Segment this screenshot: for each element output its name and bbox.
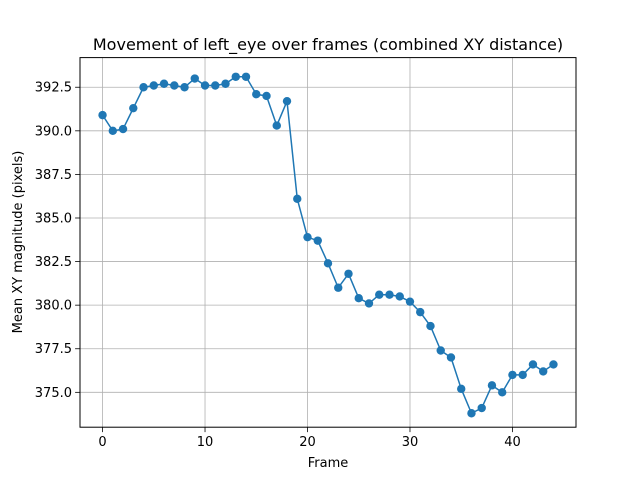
series-layer (98, 72, 558, 418)
data-point (293, 194, 302, 204)
data-point (139, 83, 148, 92)
x-tick-label: 10 (197, 435, 214, 450)
data-point (129, 103, 138, 113)
data-point (395, 292, 404, 301)
data-point (549, 360, 558, 369)
data-point (149, 81, 158, 90)
y-tick-label: 377.5 (35, 342, 72, 357)
data-point (190, 74, 199, 83)
data-point (518, 370, 527, 380)
axis-ticks: 0 10 20 30 40 375.0 377.5 380.0 382.5 385.0 387.5 3… (35, 81, 521, 450)
data-point (241, 72, 251, 81)
y-tick-label: 375.0 (35, 386, 72, 401)
data-point (426, 321, 435, 331)
data-point (436, 346, 445, 355)
data-point (508, 370, 517, 380)
data-point (221, 79, 230, 88)
data-point (354, 293, 363, 303)
data-point (98, 110, 107, 120)
data-point (252, 90, 261, 99)
data-point (231, 72, 240, 81)
data-point (272, 121, 281, 130)
data-point (159, 79, 169, 88)
data-point (262, 91, 271, 101)
data-point (303, 232, 312, 242)
data-point (498, 388, 507, 397)
data-point (467, 409, 476, 418)
data-point (180, 83, 189, 92)
data-point (528, 360, 538, 369)
data-point (446, 353, 456, 362)
x-tick-label: 30 (402, 435, 419, 450)
data-point (364, 299, 374, 308)
x-tick-label: 0 (98, 435, 106, 450)
y-tick-label: 392.5 (35, 81, 72, 96)
data-point (323, 259, 333, 268)
grid-lines (80, 57, 576, 428)
plot-frame (79, 57, 577, 428)
data-point (539, 367, 548, 376)
data-point (487, 381, 497, 390)
data-point (344, 269, 353, 278)
x-axis-label: Frame (308, 456, 349, 471)
x-tick-label: 40 (504, 435, 521, 450)
data-point (457, 384, 466, 394)
x-tick-label: 20 (299, 435, 316, 450)
data-point (108, 126, 117, 136)
data-point (375, 290, 384, 299)
y-tick-label: 380.0 (35, 299, 72, 314)
y-tick-label: 390.0 (35, 124, 72, 139)
data-point (118, 124, 128, 134)
y-tick-label: 385.0 (35, 211, 72, 226)
chart-title: Movement of left_eye over frames (combin… (93, 35, 563, 55)
data-point (170, 81, 179, 90)
data-point (313, 236, 322, 245)
y-tick-label: 382.5 (35, 255, 72, 270)
data-point (416, 307, 425, 317)
y-tick-label: 387.5 (35, 168, 72, 183)
data-point (477, 403, 486, 413)
data-point (385, 290, 394, 299)
data-point (405, 297, 415, 306)
data-point (334, 283, 343, 292)
data-point (211, 81, 220, 90)
y-axis-label: Mean XY magnitude (pixels) (11, 151, 26, 334)
data-point (200, 81, 210, 90)
data-point (282, 96, 292, 106)
